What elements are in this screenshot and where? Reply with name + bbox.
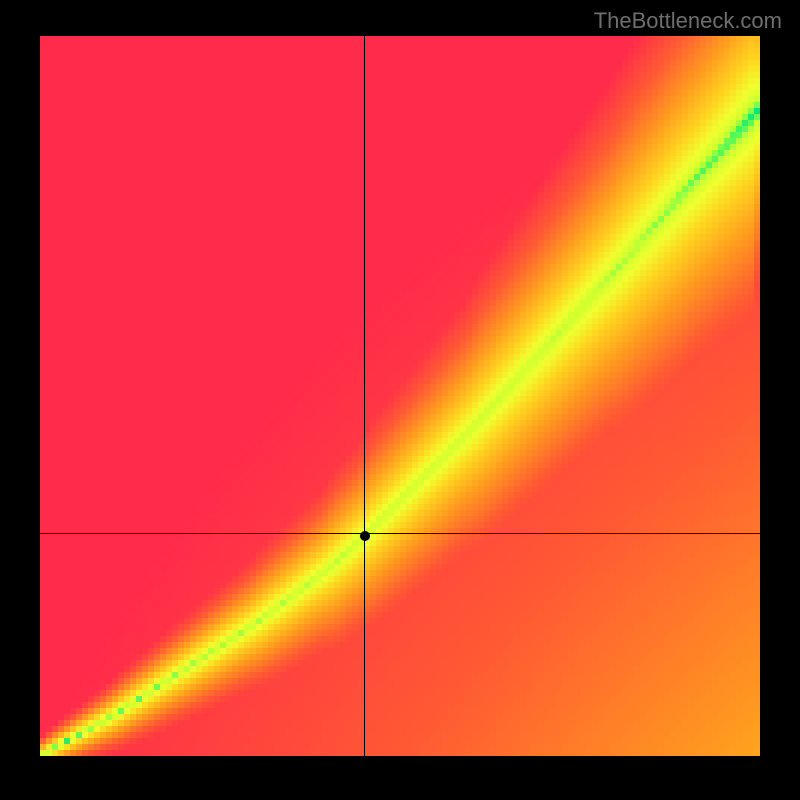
watermark-text: TheBottleneck.com bbox=[594, 8, 782, 34]
heatmap-plot bbox=[40, 36, 760, 756]
heatmap-canvas bbox=[40, 36, 760, 756]
